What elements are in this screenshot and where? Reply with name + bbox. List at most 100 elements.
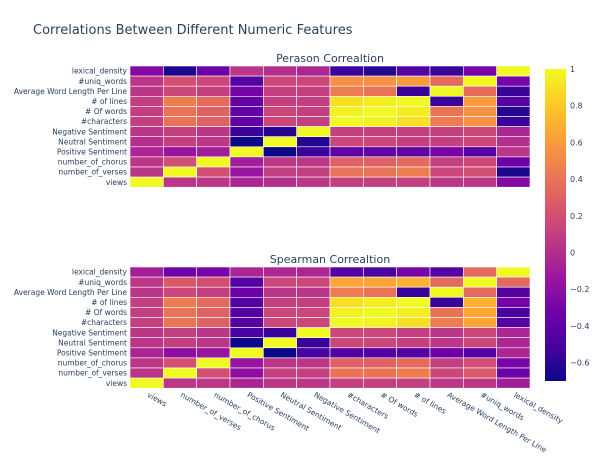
heatmap-cell[interactable] bbox=[263, 136, 297, 148]
heatmap-cell[interactable] bbox=[329, 136, 364, 148]
heatmap-cell[interactable] bbox=[463, 337, 497, 349]
heatmap-cell[interactable] bbox=[163, 377, 197, 389]
heatmap-cell[interactable] bbox=[129, 136, 164, 148]
heatmap-cell[interactable] bbox=[296, 337, 331, 349]
heatmap-cell[interactable] bbox=[163, 106, 197, 117]
heatmap-cell[interactable] bbox=[429, 307, 464, 318]
heatmap-cell[interactable] bbox=[229, 96, 264, 107]
heatmap-cell[interactable] bbox=[263, 65, 297, 77]
heatmap-cell[interactable] bbox=[463, 286, 497, 298]
heatmap-cell[interactable] bbox=[196, 116, 231, 127]
heatmap-cell[interactable] bbox=[463, 317, 497, 328]
heatmap-cell[interactable] bbox=[196, 296, 231, 308]
heatmap-cell[interactable] bbox=[296, 75, 331, 87]
heatmap-cell[interactable] bbox=[329, 317, 364, 328]
heatmap-cell[interactable] bbox=[363, 156, 397, 168]
heatmap-cell[interactable] bbox=[496, 106, 531, 117]
heatmap-cell[interactable] bbox=[296, 166, 331, 178]
heatmap-cell[interactable] bbox=[363, 176, 397, 188]
heatmap-cell[interactable] bbox=[429, 377, 464, 389]
heatmap-cell[interactable] bbox=[296, 126, 331, 137]
heatmap-cell[interactable] bbox=[263, 176, 297, 188]
heatmap-cell[interactable] bbox=[229, 85, 264, 97]
heatmap-cell[interactable] bbox=[496, 65, 531, 77]
heatmap-cell[interactable] bbox=[129, 65, 164, 77]
heatmap-cell[interactable] bbox=[229, 327, 264, 339]
heatmap-cell[interactable] bbox=[496, 367, 531, 379]
heatmap-cell[interactable] bbox=[463, 367, 497, 379]
heatmap-cell[interactable] bbox=[196, 65, 231, 77]
heatmap-cell[interactable] bbox=[296, 266, 331, 278]
heatmap-cell[interactable] bbox=[463, 347, 497, 359]
heatmap-cell[interactable] bbox=[463, 176, 497, 188]
heatmap-cell[interactable] bbox=[463, 156, 497, 168]
heatmap-cell[interactable] bbox=[429, 347, 464, 359]
heatmap-cell[interactable] bbox=[196, 146, 231, 158]
heatmap-cell[interactable] bbox=[396, 296, 431, 308]
heatmap-cell[interactable] bbox=[363, 96, 397, 107]
heatmap-cell[interactable] bbox=[129, 286, 164, 298]
heatmap-cell[interactable] bbox=[463, 65, 497, 77]
heatmap-cell[interactable] bbox=[496, 176, 531, 188]
heatmap-cell[interactable] bbox=[363, 337, 397, 349]
heatmap-cell[interactable] bbox=[163, 75, 197, 87]
heatmap-cell[interactable] bbox=[296, 276, 331, 288]
heatmap-cell[interactable] bbox=[496, 317, 531, 328]
heatmap-cell[interactable] bbox=[363, 347, 397, 359]
heatmap-cell[interactable] bbox=[229, 357, 264, 369]
heatmap-cell[interactable] bbox=[196, 307, 231, 318]
heatmap-cell[interactable] bbox=[129, 106, 164, 117]
heatmap-cell[interactable] bbox=[463, 85, 497, 97]
heatmap-cell[interactable] bbox=[329, 176, 364, 188]
heatmap-cell[interactable] bbox=[263, 156, 297, 168]
heatmap-cell[interactable] bbox=[296, 116, 331, 127]
heatmap-cell[interactable] bbox=[429, 337, 464, 349]
heatmap-cell[interactable] bbox=[296, 367, 331, 379]
heatmap-cell[interactable] bbox=[396, 75, 431, 87]
heatmap-cell[interactable] bbox=[263, 377, 297, 389]
heatmap-cell[interactable] bbox=[196, 337, 231, 349]
heatmap-cell[interactable] bbox=[496, 96, 531, 107]
heatmap-cell[interactable] bbox=[229, 116, 264, 127]
heatmap-cell[interactable] bbox=[263, 367, 297, 379]
heatmap-cell[interactable] bbox=[163, 146, 197, 158]
heatmap-cell[interactable] bbox=[463, 75, 497, 87]
heatmap-cell[interactable] bbox=[229, 136, 264, 148]
heatmap-cell[interactable] bbox=[129, 367, 164, 379]
heatmap-cell[interactable] bbox=[163, 266, 197, 278]
heatmap-cell[interactable] bbox=[329, 377, 364, 389]
heatmap-cell[interactable] bbox=[363, 286, 397, 298]
heatmap-cell[interactable] bbox=[429, 276, 464, 288]
heatmap-cell[interactable] bbox=[129, 85, 164, 97]
heatmap-cell[interactable] bbox=[263, 276, 297, 288]
heatmap-cell[interactable] bbox=[363, 136, 397, 148]
heatmap-cell[interactable] bbox=[263, 96, 297, 107]
heatmap-cell[interactable] bbox=[296, 146, 331, 158]
heatmap-cell[interactable] bbox=[296, 327, 331, 339]
heatmap-cell[interactable] bbox=[163, 367, 197, 379]
heatmap-cell[interactable] bbox=[129, 126, 164, 137]
heatmap-cell[interactable] bbox=[429, 136, 464, 148]
heatmap-cell[interactable] bbox=[329, 296, 364, 308]
heatmap-cell[interactable] bbox=[163, 156, 197, 168]
heatmap-cell[interactable] bbox=[496, 126, 531, 137]
heatmap-cell[interactable] bbox=[429, 75, 464, 87]
heatmap-cell[interactable] bbox=[263, 166, 297, 178]
heatmap-cell[interactable] bbox=[463, 327, 497, 339]
heatmap-cell[interactable] bbox=[496, 266, 531, 278]
heatmap-cell[interactable] bbox=[163, 347, 197, 359]
heatmap-cell[interactable] bbox=[163, 65, 197, 77]
heatmap-cell[interactable] bbox=[263, 307, 297, 318]
heatmap-cell[interactable] bbox=[429, 126, 464, 137]
heatmap-cell[interactable] bbox=[196, 367, 231, 379]
heatmap-cell[interactable] bbox=[196, 377, 231, 389]
heatmap-cell[interactable] bbox=[163, 176, 197, 188]
heatmap-cell[interactable] bbox=[496, 136, 531, 148]
heatmap-cell[interactable] bbox=[263, 116, 297, 127]
heatmap-cell[interactable] bbox=[329, 327, 364, 339]
heatmap-cell[interactable] bbox=[129, 327, 164, 339]
heatmap-cell[interactable] bbox=[496, 307, 531, 318]
heatmap-cell[interactable] bbox=[429, 176, 464, 188]
heatmap-cell[interactable] bbox=[429, 327, 464, 339]
heatmap-cell[interactable] bbox=[329, 307, 364, 318]
